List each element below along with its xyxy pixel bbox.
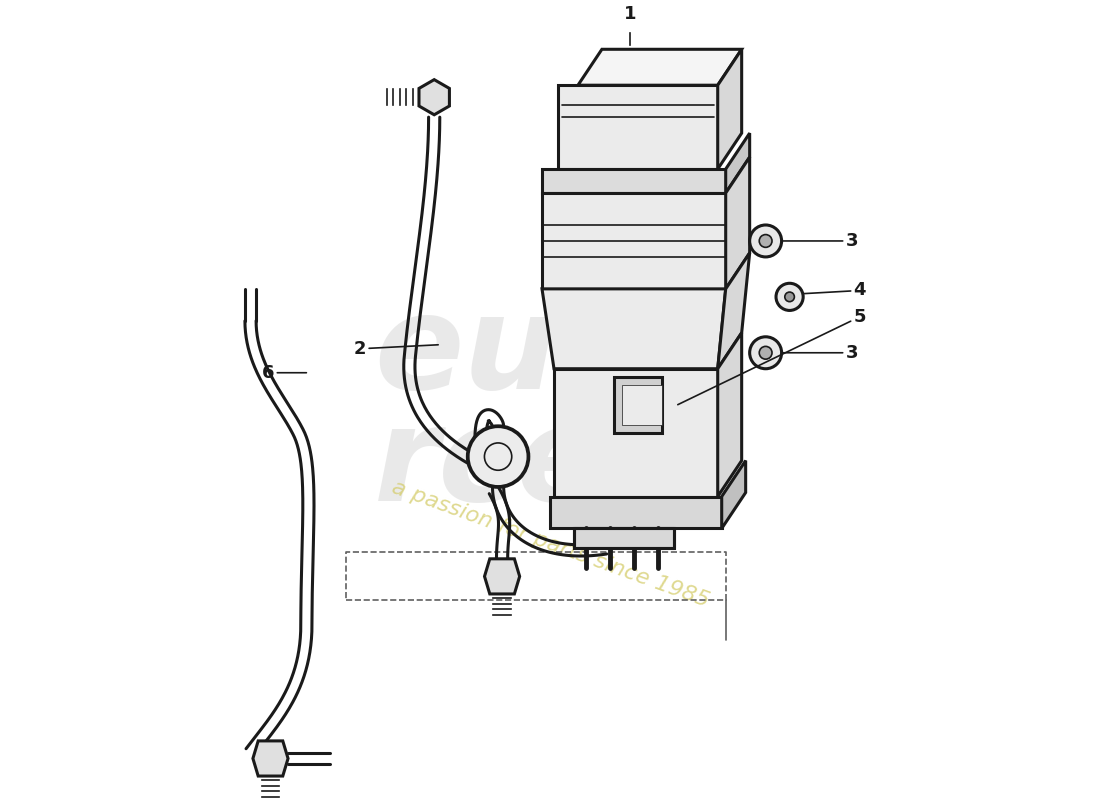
Polygon shape (717, 333, 741, 497)
Text: 3: 3 (782, 344, 858, 362)
Circle shape (750, 337, 782, 369)
Polygon shape (484, 559, 519, 594)
Polygon shape (542, 193, 726, 289)
Polygon shape (726, 133, 750, 193)
Polygon shape (722, 461, 746, 529)
Text: euro: euro (374, 290, 714, 416)
Polygon shape (419, 80, 450, 114)
Polygon shape (621, 385, 662, 425)
Polygon shape (253, 741, 288, 776)
Polygon shape (717, 253, 750, 369)
Circle shape (776, 283, 803, 310)
Circle shape (784, 292, 794, 302)
Polygon shape (578, 50, 741, 86)
Polygon shape (574, 529, 674, 549)
Polygon shape (554, 369, 717, 497)
Text: 3: 3 (782, 232, 858, 250)
Polygon shape (542, 289, 726, 369)
Polygon shape (550, 497, 722, 529)
Circle shape (750, 225, 782, 257)
Polygon shape (614, 377, 662, 433)
Polygon shape (558, 86, 717, 169)
Polygon shape (717, 50, 741, 169)
Text: a passion for parts since 1985: a passion for parts since 1985 (388, 478, 712, 611)
Text: 2: 2 (354, 340, 438, 358)
Text: rces: rces (374, 401, 685, 528)
Circle shape (759, 346, 772, 359)
Text: 1: 1 (624, 5, 636, 23)
Text: 5: 5 (678, 308, 866, 405)
Text: 6: 6 (262, 364, 307, 382)
Circle shape (468, 426, 528, 487)
Polygon shape (542, 169, 726, 193)
Polygon shape (726, 157, 750, 289)
Circle shape (759, 234, 772, 247)
Text: 4: 4 (803, 282, 866, 299)
